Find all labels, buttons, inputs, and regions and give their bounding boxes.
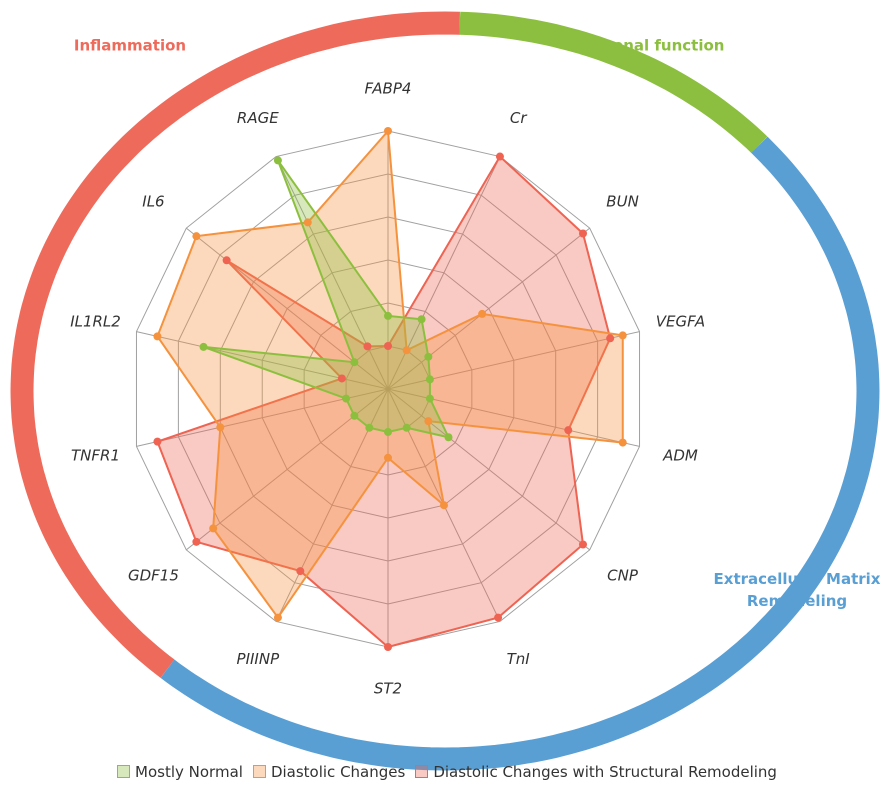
axis-label: GDF15 [128,567,179,585]
data-point [216,423,225,432]
data-point [424,417,433,426]
data-point [578,540,587,549]
data-point [478,309,487,318]
data-point [618,331,627,340]
data-point [494,613,503,622]
legend-item: Diastolic Changes [252,763,406,781]
legend-label: Mostly Normal [135,763,243,781]
data-point [384,453,392,462]
data-point [444,433,453,442]
group-arc [160,136,880,771]
data-point [439,501,448,510]
axis-label: IL1RL2 [70,313,121,331]
axis-label: CNP [607,567,639,585]
data-point [350,411,359,420]
legend-swatch [117,765,131,778]
axis-label: ADM [662,446,698,464]
data-point [384,428,392,436]
axis-label: Cr [510,109,527,127]
data-point [303,218,312,227]
group-label: Renal function [602,37,725,55]
data-point [425,375,434,384]
data-point [209,524,218,533]
data-point [495,152,504,161]
data-point [363,342,372,351]
data-point [192,537,201,546]
data-point [222,256,231,265]
data-point [384,342,392,350]
data-point [153,332,162,341]
data-point [425,394,434,403]
data-point [384,127,392,135]
data-point [342,394,351,403]
spoke [387,388,591,551]
axis-label: IL6 [142,192,164,210]
data-point [153,437,162,446]
group-arc [459,11,768,154]
axis-label: ST2 [374,680,402,698]
data-point [402,346,411,355]
axis-label: BUN [606,192,639,210]
axis-label: VEGFA [656,313,705,331]
data-point [578,229,587,238]
legend-item: Mostly Normal [117,763,243,781]
data-point [417,315,426,324]
data-point [384,311,392,320]
axis-label: TNFR1 [71,446,120,464]
data-point [350,358,359,367]
data-point [199,342,208,351]
data-point [564,426,573,435]
group-arc [10,11,460,678]
data-point [365,423,374,432]
legend: Mostly Normal Diastolic Changes Diastolic … [0,763,894,781]
spoke [136,331,389,390]
axis-label: PIIINP [237,650,281,668]
legend-label: Diastolic Changes [270,763,406,781]
data-point [424,352,433,361]
data-point [384,643,392,651]
data-point [192,232,201,241]
group-label: Extracellular Matrix Remodeling [713,570,881,610]
legend-swatch [252,765,266,778]
spoke [275,156,389,390]
data-point [296,567,305,576]
legend-item: Diastolic Changes with Structural Remode… [415,763,777,781]
data-point [273,613,282,622]
data-point [337,374,346,383]
axis-label: FABP4 [365,80,412,98]
spoke [387,227,591,390]
group-label: Inflammation [74,37,186,55]
data-point [618,438,627,447]
legend-swatch [415,765,429,778]
legend-label: Diastolic Changes with Structural Remode… [433,763,777,781]
axis-label: TnI [507,650,531,668]
data-point [402,423,411,432]
axis-label: RAGE [237,109,279,127]
data-point [606,334,615,343]
data-point [273,156,282,165]
